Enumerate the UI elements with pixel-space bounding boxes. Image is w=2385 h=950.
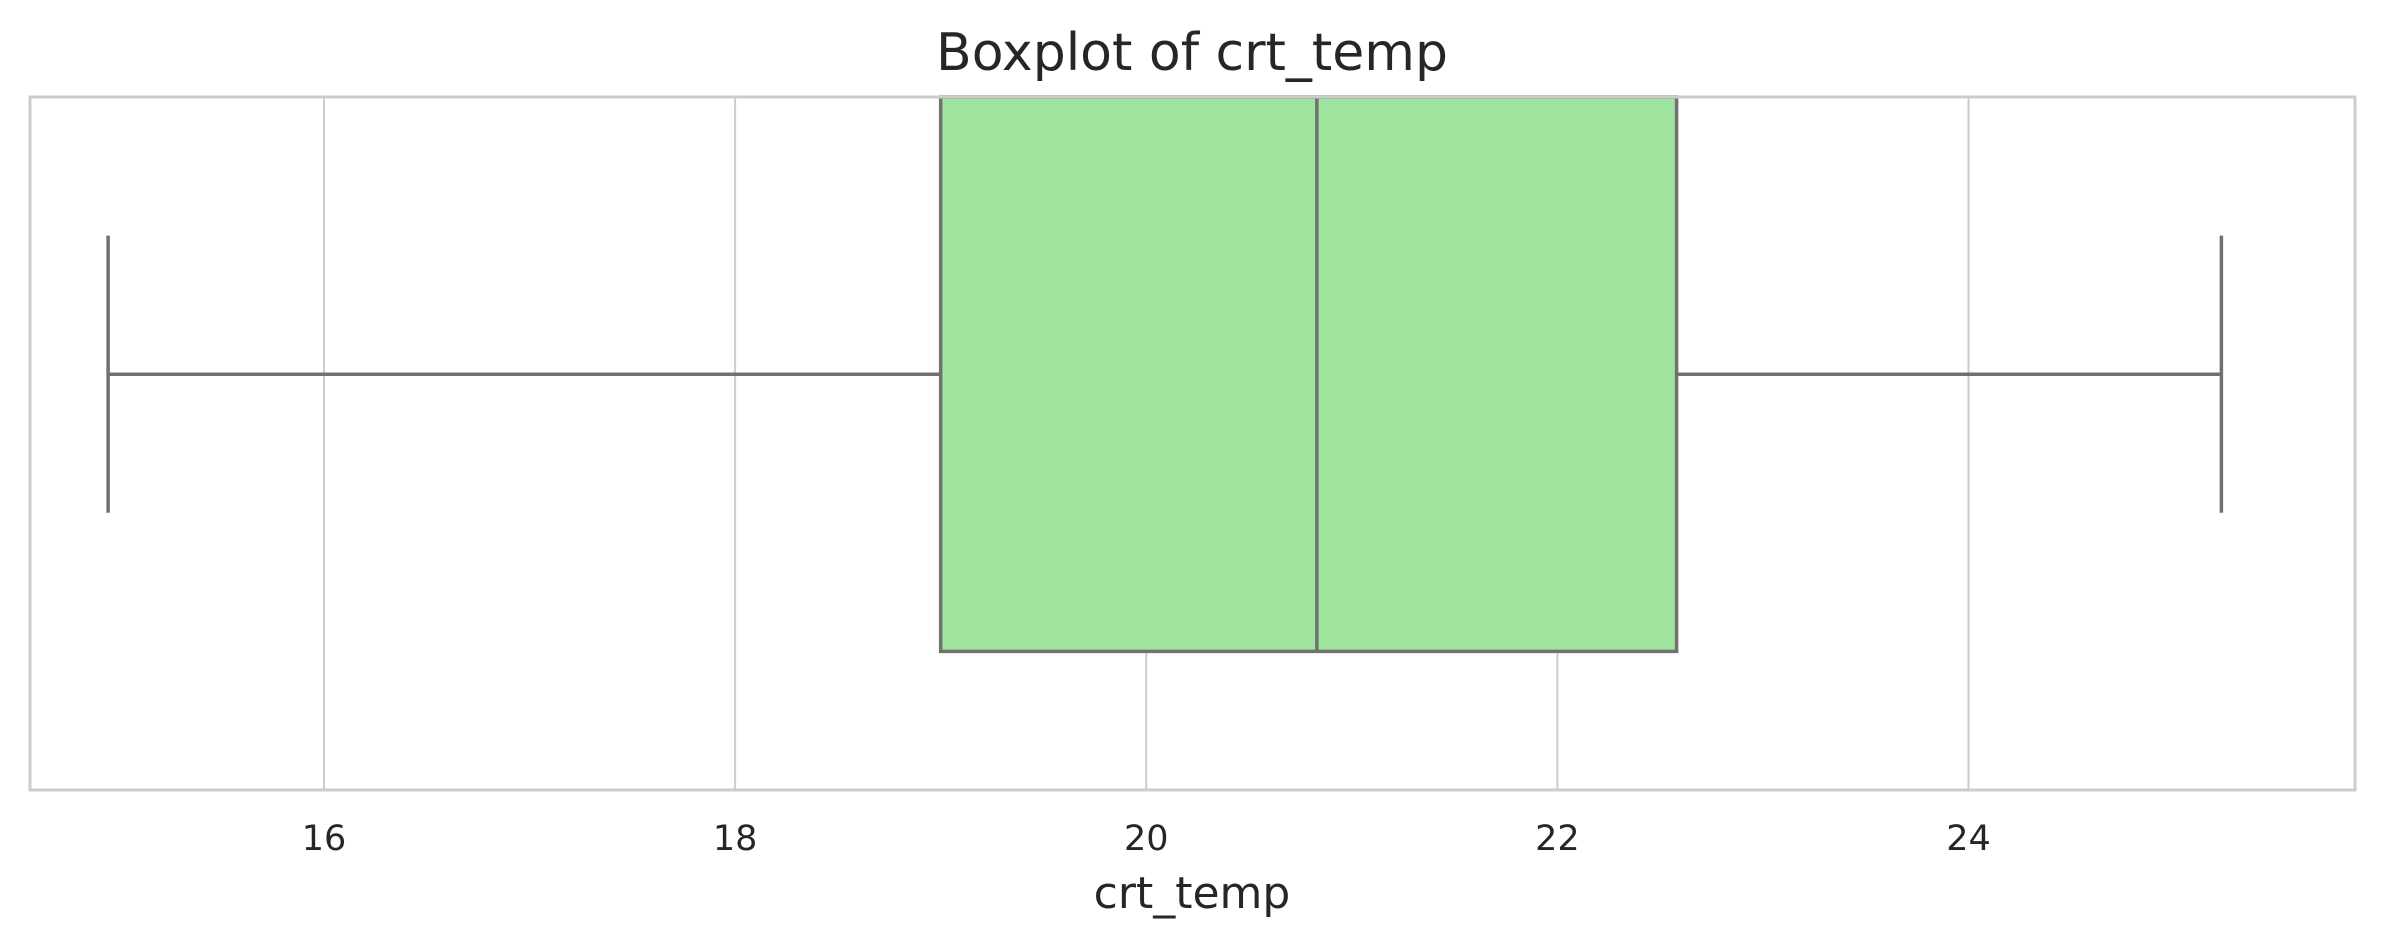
box-elements bbox=[106, 95, 2224, 654]
x-axis-label: crt_temp bbox=[1094, 868, 1291, 919]
x-tick-label-18: 18 bbox=[713, 819, 758, 859]
x-tick-label-20: 20 bbox=[1124, 819, 1169, 859]
plot-frame bbox=[28, 95, 2357, 792]
x-tick-labels: 16 18 20 22 24 bbox=[302, 819, 1991, 859]
chart-title: Boxplot of crt_temp bbox=[936, 23, 1448, 83]
iqr-box bbox=[938, 95, 1679, 654]
x-tick-label-22: 22 bbox=[1535, 819, 1580, 859]
x-tick-label-24: 24 bbox=[1946, 819, 1991, 859]
x-tick-label-16: 16 bbox=[302, 819, 347, 859]
